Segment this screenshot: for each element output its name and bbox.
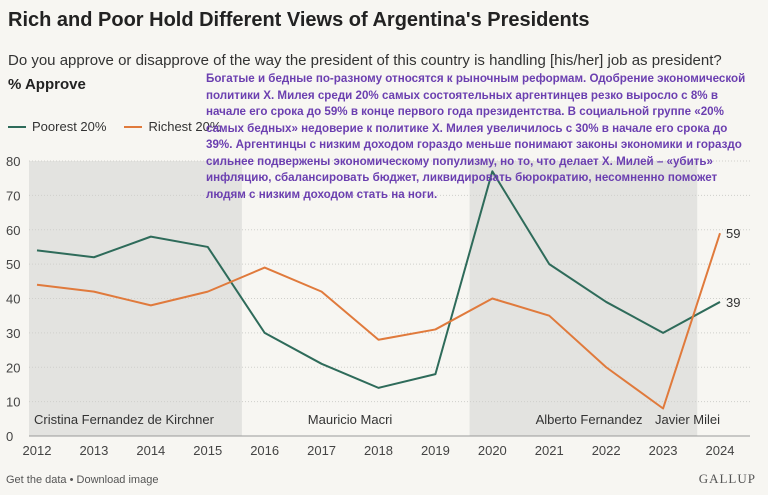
period-label: Cristina Fernandez de Kirchner — [34, 412, 215, 427]
x-tick-label: 2015 — [193, 443, 222, 458]
annotation-text: Богатые и бедные по-разному относятся к … — [206, 72, 746, 201]
legend-label-richest: Richest 20% — [148, 119, 222, 134]
y-tick-label: 20 — [6, 360, 20, 375]
legend-swatch-richest — [124, 125, 143, 128]
legend-item-richest: Richest 20% — [124, 119, 221, 134]
gallup-logo: GALLUP — [698, 471, 756, 486]
x-tick-label: 2018 — [364, 443, 393, 458]
footer-links[interactable]: Get the data • Download image — [6, 474, 159, 486]
chart-subtitle: Do you approve or disapprove of the way … — [8, 52, 722, 69]
end-label-1: 59 — [726, 226, 740, 241]
period-label: Javier Milei — [655, 412, 720, 427]
x-tick-label: 2021 — [535, 443, 564, 458]
y-tick-label: 70 — [6, 188, 20, 203]
y-tick-label: 0 — [6, 429, 13, 444]
x-tick-label: 2019 — [421, 443, 450, 458]
x-tick-label: 2023 — [649, 443, 678, 458]
x-tick-label: 2016 — [250, 443, 279, 458]
chart-title: Rich and Poor Hold Different Views of Ar… — [8, 9, 590, 31]
legend-swatch-poorest — [8, 125, 26, 128]
x-tick-label: 2013 — [79, 443, 108, 458]
y-tick-label: 80 — [6, 154, 20, 169]
y-tick-label: 40 — [6, 292, 20, 307]
y-tick-label: 30 — [6, 326, 20, 341]
legend-item-poorest: Poorest 20% — [8, 119, 106, 134]
series-line-1 — [36, 232, 721, 410]
period-label: Mauricio Macri — [308, 412, 393, 427]
end-label-0: 39 — [726, 295, 740, 310]
measure-label: % Approve — [8, 76, 86, 93]
x-tick-label: 2012 — [23, 443, 52, 458]
legend: Poorest 20% Richest 20% — [8, 119, 221, 134]
y-tick-label: 50 — [6, 257, 20, 272]
x-tick-label: 2022 — [592, 443, 621, 458]
y-tick-label: 60 — [6, 223, 20, 238]
legend-label-poorest: Poorest 20% — [32, 119, 107, 134]
x-tick-label: 2014 — [136, 443, 165, 458]
period-label: Alberto Fernandez — [536, 412, 643, 427]
x-tick-label: 2017 — [307, 443, 336, 458]
series-line-0 — [36, 170, 721, 389]
y-tick-label: 10 — [6, 395, 20, 410]
x-tick-label: 2020 — [478, 443, 507, 458]
x-tick-label: 2024 — [706, 443, 735, 458]
